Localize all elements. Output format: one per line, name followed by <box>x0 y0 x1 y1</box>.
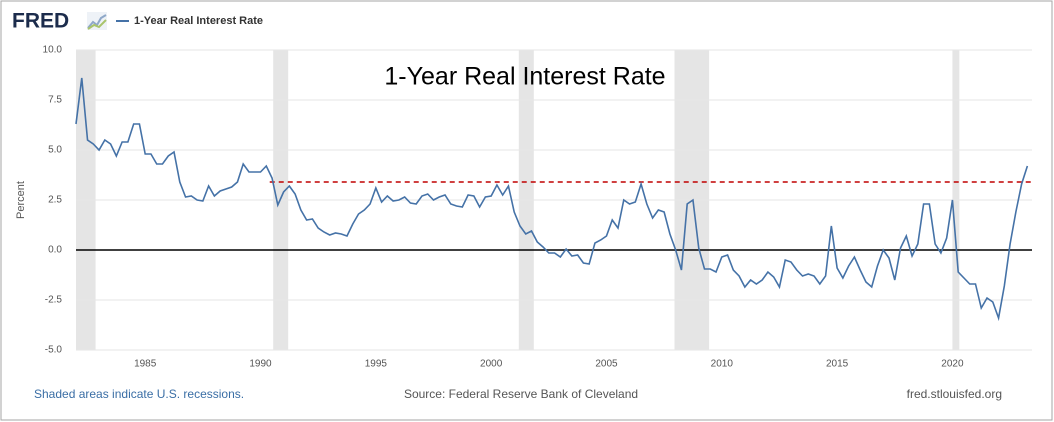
y-tick-label: -5.0 <box>45 345 63 356</box>
x-tick-label: 2015 <box>826 359 849 370</box>
x-tick-label: 2000 <box>480 359 503 370</box>
y-tick-label: 2.5 <box>48 195 62 206</box>
x-tick-label: 2020 <box>941 359 964 370</box>
y-tick-label: 5.0 <box>48 145 62 156</box>
y-tick-label: 7.5 <box>48 95 62 106</box>
x-tick-label: 2005 <box>595 359 618 370</box>
logo: FRED <box>12 10 69 33</box>
x-tick-label: 1995 <box>365 359 388 370</box>
legend-label: 1-Year Real Interest Rate <box>134 15 263 27</box>
y-axis-label: Percent <box>15 181 27 219</box>
site: fred.stlouisfed.org <box>907 387 1002 401</box>
source: Source: Federal Reserve Bank of Clevelan… <box>404 387 638 401</box>
x-tick-label: 1990 <box>249 359 272 370</box>
y-tick-label: 10.0 <box>43 45 63 56</box>
annotation: 1-Year Real Interest Rate <box>384 63 665 91</box>
series-line <box>75 77 1029 322</box>
y-tick-label: 0.0 <box>48 245 62 256</box>
x-tick-label: 1985 <box>134 359 157 370</box>
y-tick-label: -2.5 <box>45 295 63 306</box>
logo-icon <box>87 12 107 30</box>
recession-note: Shaded areas indicate U.S. recessions. <box>34 387 244 401</box>
x-tick-label: 2010 <box>711 359 734 370</box>
